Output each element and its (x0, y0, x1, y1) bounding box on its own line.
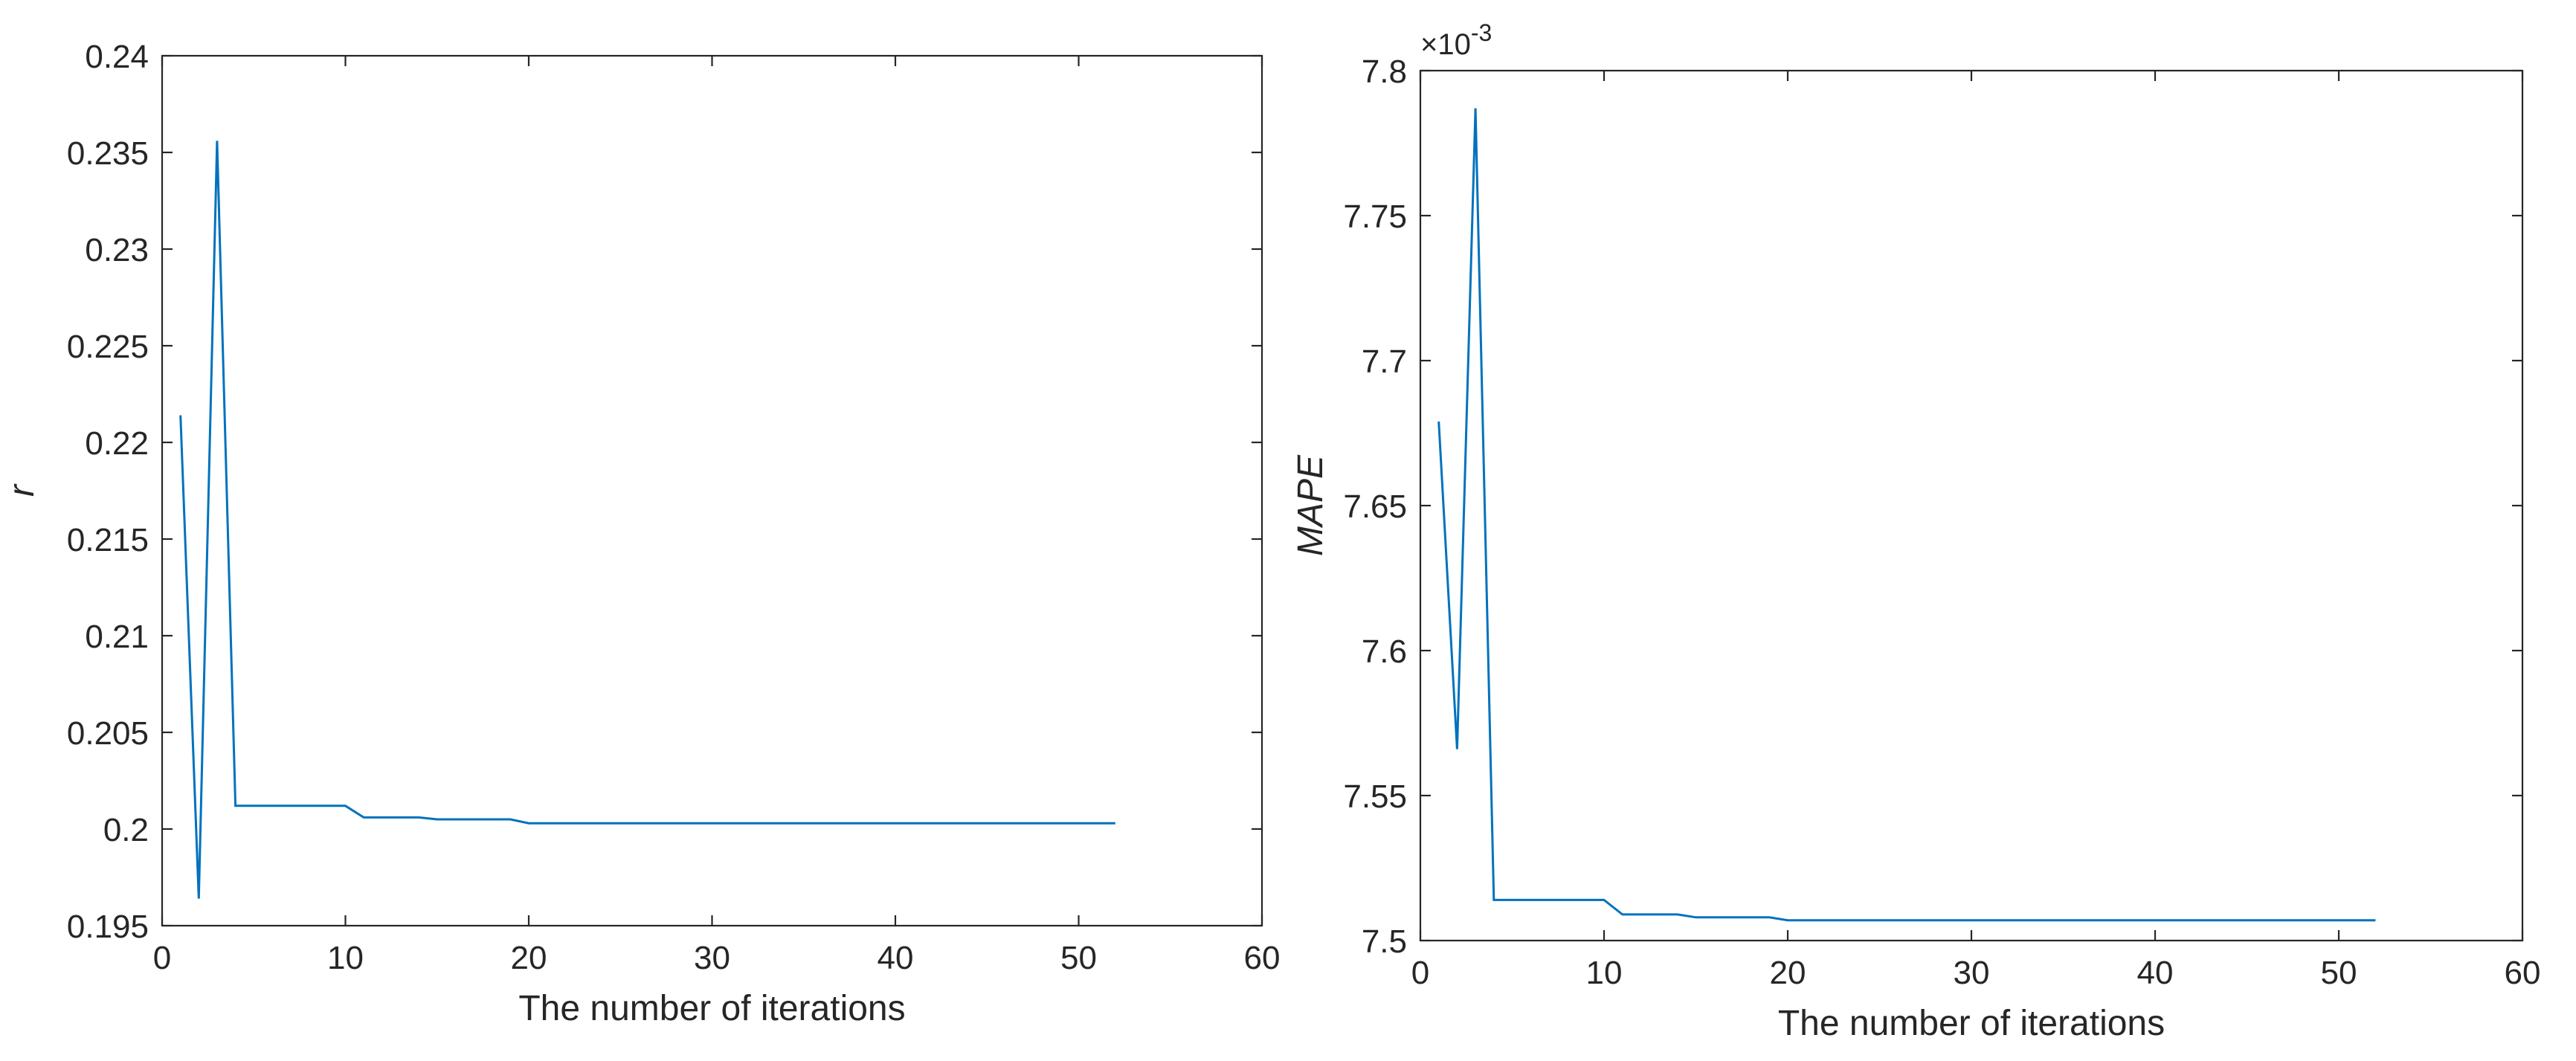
y-tick-label: 0.22 (85, 425, 149, 462)
x-tick-label: 60 (2505, 955, 2541, 991)
x-tick-label: 30 (1954, 955, 1990, 991)
y-exponent-label: ×10-3 (1420, 19, 1492, 61)
x-tick-label: 40 (878, 940, 914, 976)
x-tick-label: 60 (1244, 940, 1281, 976)
y-tick-label: 7.65 (1343, 488, 1407, 525)
right-chart-mape: 0 10 20 30 40 50 60 7.5 7.55 7.6 7.65 7.7 7.75 7.8 The… (1291, 19, 2540, 1043)
y-tick-label: 0.225 (67, 329, 149, 365)
x-tick-label: 0 (1411, 955, 1429, 991)
x-tick-label: 20 (511, 940, 547, 976)
left-chart-r: 0 10 20 30 40 50 60 0.195 0.2 0.205 0.21 0.215 0.22 0… (2, 39, 1280, 1028)
y-axis-label: MAPE (1291, 454, 1330, 556)
y-tick-label: 0.215 (67, 522, 149, 558)
x-axis-label: The number of iterations (1778, 1004, 2165, 1043)
y-tick-label: 0.24 (85, 39, 149, 75)
plot-area-frame (161, 54, 1263, 927)
y-tick-label: 7.5 (1362, 923, 1407, 960)
y-tick-label: 7.8 (1362, 54, 1407, 90)
x-tick-label: 40 (2137, 955, 2174, 991)
y-tick-label: 7.75 (1343, 199, 1407, 235)
x-axis-label: The number of iterations (518, 989, 905, 1028)
series-line (179, 141, 1115, 899)
y-tick-label: 0.21 (85, 619, 149, 655)
plot-area-frame (1419, 69, 2524, 942)
x-tick-label: 50 (2321, 955, 2357, 991)
y-tick-label: 7.7 (1362, 344, 1407, 380)
x-tick-label: 10 (1586, 955, 1623, 991)
x-tick-label: 30 (694, 940, 730, 976)
y-tick-label: 0.235 (67, 135, 149, 172)
y-tick-label: 0.23 (85, 232, 149, 268)
x-tick-label: 20 (1770, 955, 1806, 991)
y-axis-label: r (2, 483, 42, 497)
x-tick-label: 0 (153, 940, 171, 976)
y-tick-label: 0.2 (103, 812, 149, 848)
x-tick-label: 10 (327, 940, 364, 976)
series-line (1437, 108, 2376, 922)
y-tick-label: 0.205 (67, 715, 149, 752)
y-tick-label: 7.6 (1362, 633, 1407, 670)
y-tick-label: 0.195 (67, 909, 149, 945)
x-tick-label: 50 (1060, 940, 1097, 976)
y-tick-label: 7.55 (1343, 778, 1407, 815)
